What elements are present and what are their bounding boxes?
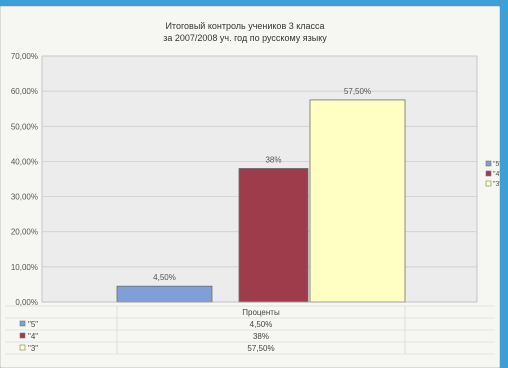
y-tick-label: 20,00% xyxy=(11,228,38,237)
y-tick-label: 30,00% xyxy=(11,193,38,202)
bar xyxy=(309,99,406,303)
table-series-name: "4" xyxy=(28,332,38,341)
bar-chart: 0,00% 10,00% 20,00% 30,00% 40,00% 50,00% 60,00… xyxy=(5,52,500,355)
table-legend-swatch xyxy=(19,344,26,351)
legend-label: "4" xyxy=(493,171,500,178)
bar-data-label: 57,50% xyxy=(344,87,371,96)
legend-label: "5" xyxy=(493,161,500,168)
y-tick-label: 50,00% xyxy=(11,122,38,131)
chart-subtitle-line: за 2007/2008 уч. год по русскому языку xyxy=(163,33,327,43)
y-tick-label: 40,00% xyxy=(11,157,38,166)
y-tick-label: 60,00% xyxy=(11,87,38,96)
table-value: 4,50% xyxy=(250,320,273,329)
legend-swatch xyxy=(485,160,492,167)
table-value: 38% xyxy=(253,332,269,341)
bar xyxy=(238,168,309,303)
table-value: 57,50% xyxy=(247,344,274,353)
legend-swatch xyxy=(485,170,492,177)
bar-data-label: 4,50% xyxy=(153,273,176,282)
table-legend-swatch xyxy=(19,320,26,327)
bar xyxy=(116,285,213,303)
table-series-name: "3" xyxy=(28,344,38,353)
y-tick-label: 0,00% xyxy=(15,298,38,307)
legend-swatch xyxy=(485,180,492,187)
chart-title: Итоговый контроль учеников 3 класса за 2… xyxy=(120,20,370,44)
y-tick-label: 10,00% xyxy=(11,263,38,272)
chart-sheet: Итоговый контроль учеников 3 класса за 2… xyxy=(0,6,500,368)
y-tick-label: 70,00% xyxy=(11,52,38,61)
legend-label: "3" xyxy=(493,181,500,188)
table-series-name: "5" xyxy=(28,320,38,329)
table-legend-swatch xyxy=(19,332,26,339)
chart-title-line: Итоговый контроль учеников 3 класса xyxy=(165,21,325,31)
table-category-header: Проценты xyxy=(242,308,280,317)
bar-data-label: 38% xyxy=(265,155,281,164)
